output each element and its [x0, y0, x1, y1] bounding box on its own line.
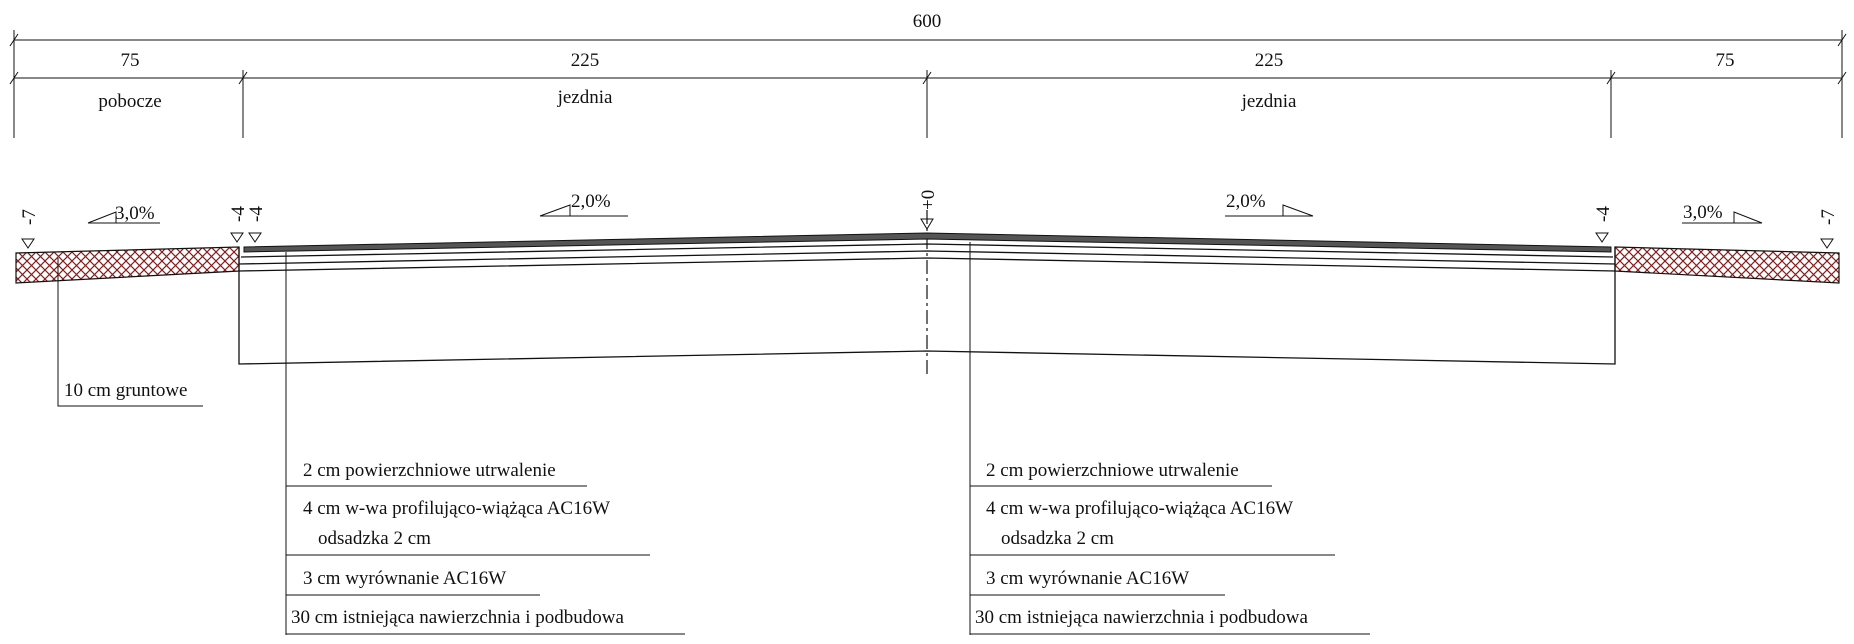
elevation-right-lane-edge: -4: [1593, 206, 1614, 222]
right-layer-2: 4 cm w-wa profilująco-wiążąca AC16W: [986, 498, 1293, 519]
total-width-label: 600: [913, 11, 942, 32]
slope-right-lane: 2,0%: [1226, 191, 1266, 212]
right-layer-4: 30 cm istniejąca nawierzchnia i podbudow…: [975, 607, 1308, 628]
slope-indicators: [87, 204, 1763, 224]
elevation-left-edge: -7: [19, 209, 40, 225]
elevation-left-lane-edge: -4: [246, 206, 267, 222]
segment-label-left-lane: 225: [571, 50, 600, 71]
slope-left-shoulder: 3,0%: [115, 203, 155, 224]
elevation-axis: +0: [918, 190, 939, 210]
leader-lines: [57, 242, 1370, 635]
right-layer-1: 2 cm powierzchniowe utrwalenie: [986, 460, 1239, 481]
right-shoulder-hatch: [1614, 246, 1840, 284]
right-layer-2-note: odsadzka 2 cm: [1001, 528, 1114, 549]
lane-label-right-road: jezdnia: [1241, 91, 1297, 112]
segment-label-left-shoulder: 75: [121, 50, 140, 71]
left-layer-2: 4 cm w-wa profilująco-wiążąca AC16W: [303, 498, 610, 519]
slope-right-shoulder: 3,0%: [1683, 202, 1723, 223]
dimension-lines: [9, 30, 1847, 138]
left-layer-2-note: odsadzka 2 cm: [318, 528, 431, 549]
left-layer-3: 3 cm wyrównanie AC16W: [303, 568, 506, 589]
elevation-left-shoulder-inner: -4: [228, 206, 249, 222]
elevation-right-edge: -7: [1818, 209, 1839, 225]
right-layer-3: 3 cm wyrównanie AC16W: [986, 568, 1189, 589]
lane-label-shoulder: pobocze: [98, 91, 161, 112]
slope-left-lane: 2,0%: [571, 191, 611, 212]
pavement-layers: [238, 232, 1616, 365]
segment-label-right-lane: 225: [1255, 50, 1284, 71]
left-shoulder-hatch: [15, 246, 240, 284]
segment-label-right-shoulder: 75: [1716, 50, 1735, 71]
elevation-triangles: [21, 218, 1834, 249]
left-layer-1: 2 cm powierzchniowe utrwalenie: [303, 460, 556, 481]
left-layer-4: 30 cm istniejąca nawierzchnia i podbudow…: [291, 607, 624, 628]
lane-label-left-road: jezdnia: [557, 87, 613, 108]
soil-callout-label: 10 cm gruntowe: [64, 380, 187, 401]
